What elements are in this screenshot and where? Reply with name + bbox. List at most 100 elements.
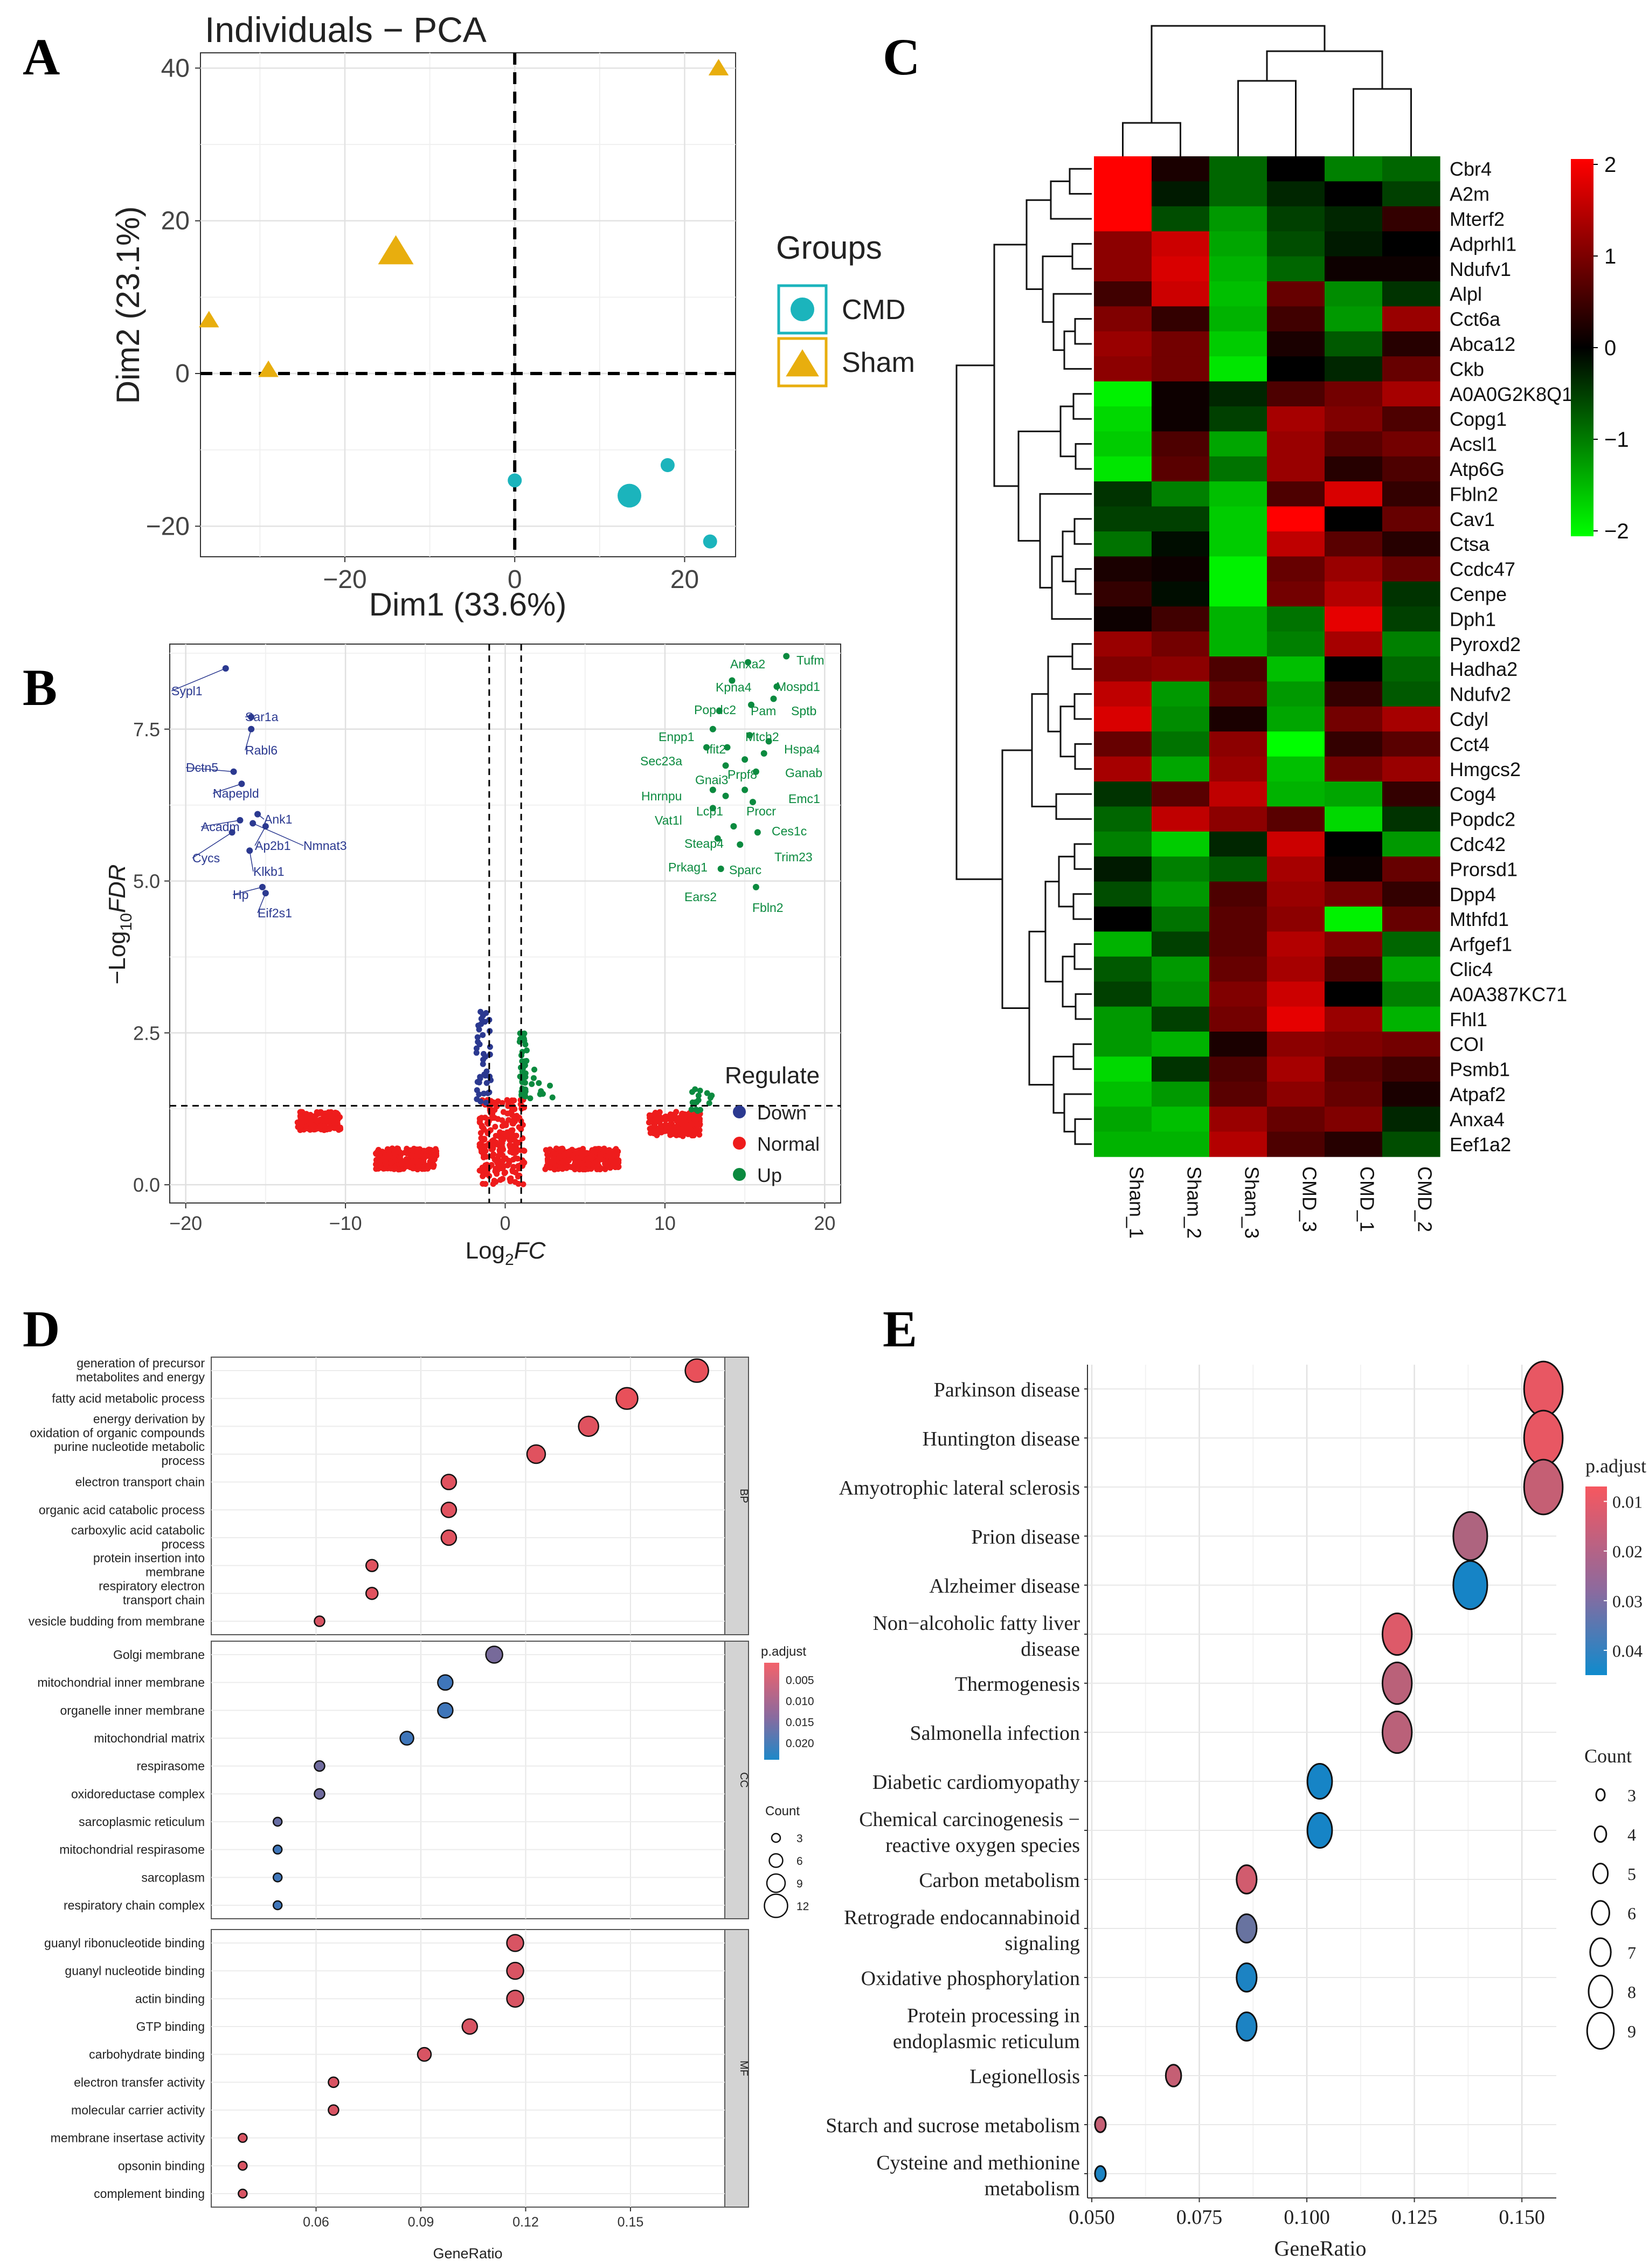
point-up: [752, 768, 759, 775]
point-down: [480, 1056, 487, 1063]
label-leader: [200, 820, 240, 827]
point-normal: [556, 1154, 562, 1161]
term-label: protein insertion into: [93, 1551, 205, 1565]
heatmap-cell: [1267, 231, 1325, 257]
dendrogram-link: [1072, 1043, 1092, 1070]
heatmap-cell: [1209, 581, 1267, 607]
row-label: Ndufv2: [1450, 683, 1511, 706]
count-legend-label: 3: [796, 1833, 803, 1845]
panel-letter: D: [23, 1300, 60, 1358]
point-down: [480, 1061, 486, 1067]
heatmap-cell: [1094, 1081, 1152, 1107]
x-tick-label: 0.050: [1069, 2206, 1115, 2229]
gene-label-up: Emc1: [788, 792, 820, 806]
column-label: CMD_3: [1299, 1166, 1321, 1232]
point-normal: [696, 1131, 703, 1138]
point-normal: [513, 1145, 519, 1151]
heatmap-cell: [1094, 706, 1152, 732]
row-label: Alpl: [1450, 283, 1482, 305]
point-normal: [312, 1126, 318, 1132]
x-tick-label: 0: [508, 565, 522, 594]
point-normal: [488, 1161, 495, 1168]
padj-colorbar: [764, 1663, 779, 1760]
heatmap-cell: [1325, 431, 1383, 457]
facet-strip: [724, 1929, 749, 2208]
heatmap-cell: [1094, 1131, 1152, 1157]
term-label: respiratory chain complex: [64, 1898, 205, 1912]
heatmap-cell: [1209, 1032, 1267, 1057]
heatmap-cell: [1094, 856, 1152, 882]
heatmap-cell: [1325, 456, 1383, 482]
legend-label: CMD: [842, 294, 905, 326]
point-normal: [494, 1167, 501, 1174]
point-up: [752, 883, 759, 890]
term-label: Diabetic cardiomyopathy: [872, 1771, 1080, 1794]
point-normal: [580, 1166, 586, 1172]
dendrogram-link: [1151, 25, 1326, 123]
point-normal: [504, 1129, 511, 1136]
heatmap-cell: [1325, 306, 1383, 332]
heatmap-cell: [1094, 556, 1152, 582]
term-label: Cysteine and methionine: [876, 2152, 1080, 2174]
padj-tick-label: 0.03: [1612, 1592, 1643, 1611]
data-point-cmd: [703, 534, 717, 549]
point-normal: [321, 1123, 328, 1129]
point-normal: [405, 1162, 412, 1168]
gene-label-up: Sec23a: [640, 754, 682, 768]
point-normal: [391, 1147, 398, 1154]
term-dot: [1381, 1612, 1413, 1656]
point-normal: [304, 1115, 310, 1121]
point-normal: [377, 1163, 384, 1169]
heatmap-cell: [1094, 456, 1152, 482]
heatmap-cell: [1209, 1081, 1267, 1107]
term-label: process: [161, 1454, 205, 1468]
dendrogram-link: [1075, 993, 1092, 1020]
point-normal: [567, 1164, 573, 1170]
term-dot: [615, 1387, 639, 1410]
count-legend-label: 6: [796, 1855, 803, 1868]
point-up: [695, 1092, 702, 1099]
heatmap-cell: [1209, 931, 1267, 957]
heatmap-cell: [1325, 731, 1383, 757]
point-up: [704, 1090, 710, 1096]
column-label: Sham_2: [1183, 1166, 1205, 1239]
row-label: Atpaf2: [1450, 1083, 1506, 1105]
padj-tick-label: 0.020: [786, 1738, 814, 1750]
term-label: electron transfer activity: [74, 2075, 205, 2089]
x-axis-label: GeneRatio: [433, 2245, 502, 2262]
point-normal: [498, 1135, 504, 1141]
heatmap-cell: [1325, 1032, 1383, 1057]
term-label: respirasome: [136, 1759, 205, 1773]
term-dot: [238, 2188, 248, 2199]
term-label: Oxidative phosphorylation: [861, 1967, 1080, 1990]
facet-frame: [211, 1357, 725, 1635]
dendrogram-link: [1026, 199, 1051, 290]
colorbar-tick-label: 2: [1604, 153, 1616, 177]
dendrogram-link: [1069, 168, 1092, 195]
dendrogram-link: [1073, 943, 1092, 970]
heatmap-cell: [1267, 456, 1325, 482]
legend-label: Up: [757, 1164, 782, 1186]
point-up: [765, 738, 772, 745]
heatmap-cell: [1325, 831, 1383, 857]
point-normal: [696, 1127, 703, 1133]
gene-label-up: Ears2: [684, 890, 717, 904]
label-leader: [192, 832, 233, 859]
legend-title: Count: [1584, 1745, 1632, 1767]
heatmap-cell: [1382, 256, 1440, 282]
plot-frame: [200, 52, 736, 557]
gene-label-up: Mospd1: [776, 680, 820, 694]
point-down: [477, 1074, 483, 1080]
gene-label-up: Steap4: [684, 836, 724, 850]
point-normal: [428, 1162, 434, 1168]
heatmap-cell: [1094, 581, 1152, 607]
point-up: [519, 1058, 525, 1064]
heatmap-cell: [1382, 1056, 1440, 1082]
heatmap-cell: [1152, 506, 1210, 532]
point-up: [538, 1088, 544, 1095]
heatmap-cell: [1325, 981, 1383, 1007]
heatmap-cell: [1325, 256, 1383, 282]
heatmap-cell: [1325, 1081, 1383, 1107]
heatmap-cell: [1209, 356, 1267, 382]
data-point-sham: [708, 59, 729, 75]
